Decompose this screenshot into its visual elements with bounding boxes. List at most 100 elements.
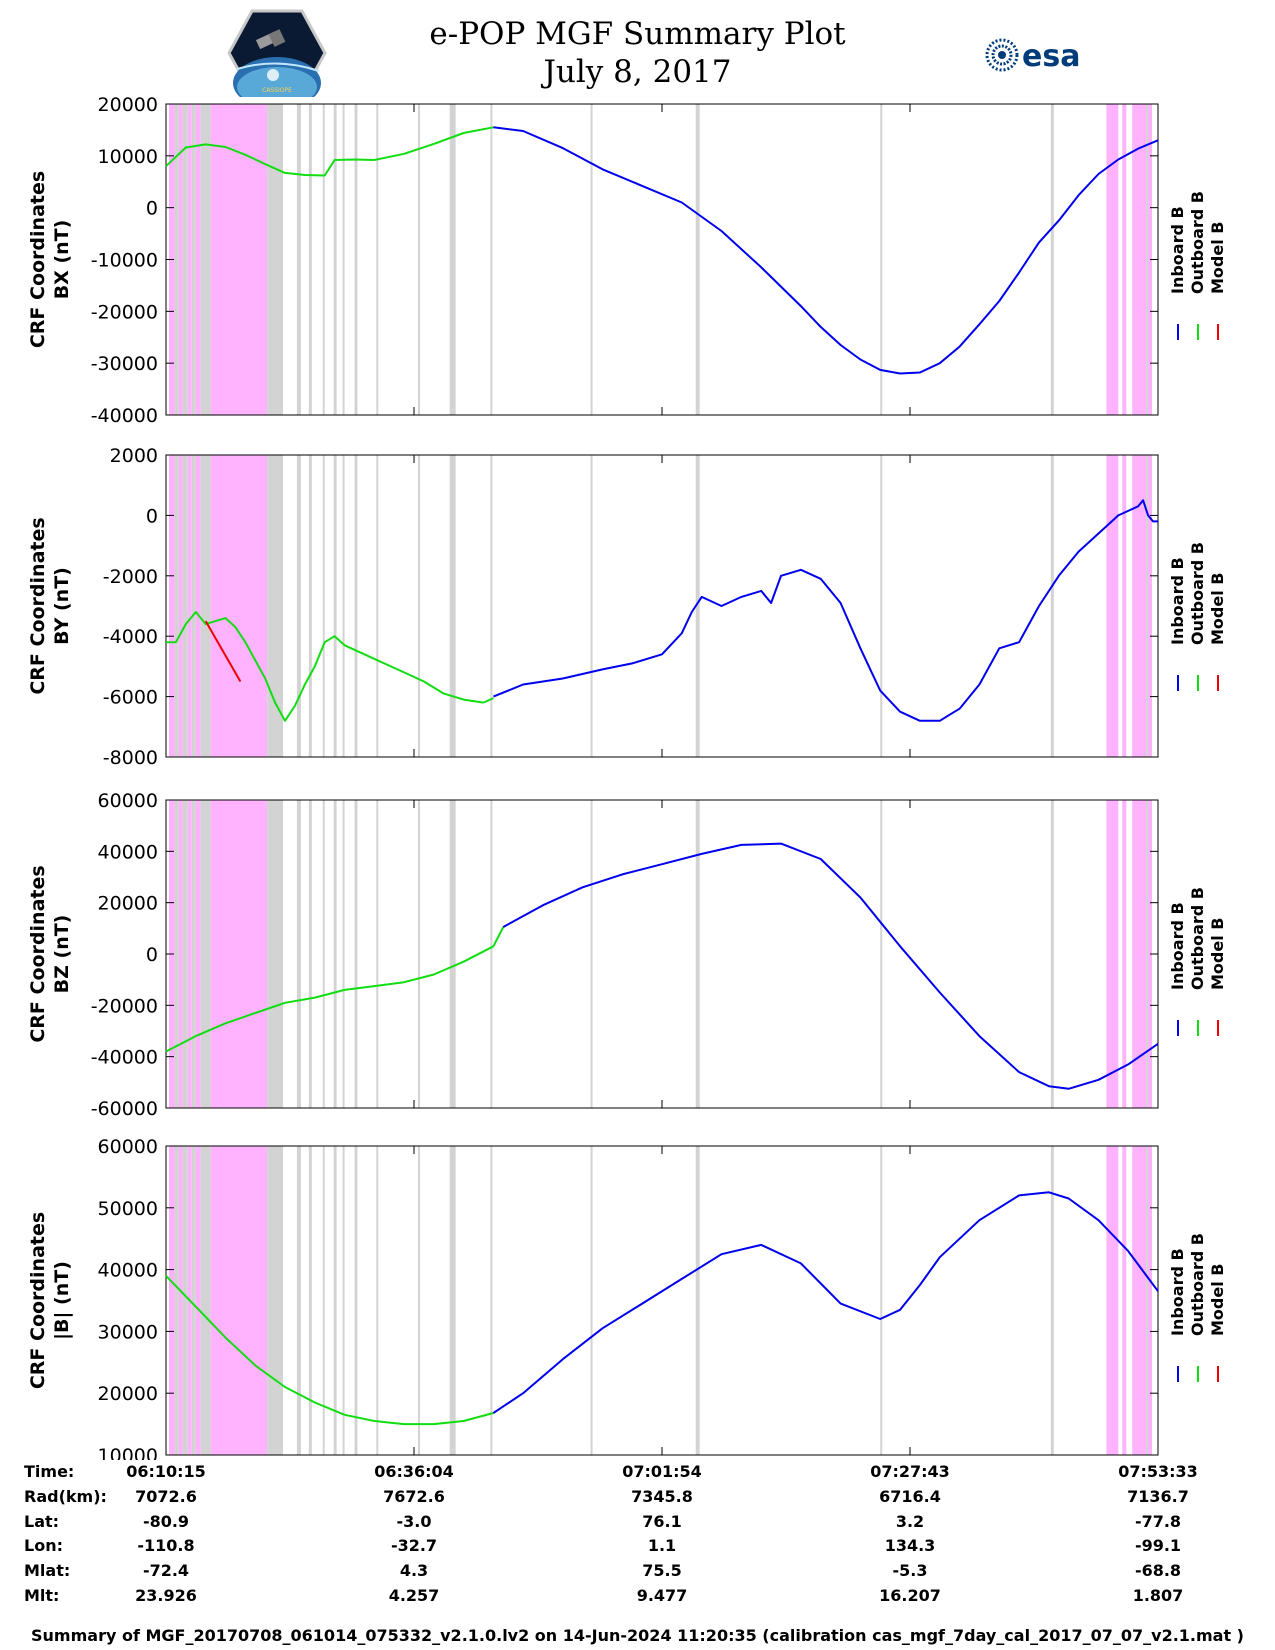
series-line-model-b — [204, 620, 242, 682]
info-row-label: Lon: — [24, 1536, 63, 1555]
magenta-band — [168, 455, 175, 757]
info-value: 9.477 — [636, 1586, 688, 1605]
series-line-outboard-b — [374, 126, 494, 161]
chart-panel-4: 60000 50000 40000 30000 20000 10000 CRF Coordi… — [27, 1136, 1227, 1460]
y-tick-label: 2000 — [110, 445, 158, 467]
esa-logo-text: esa — [1022, 39, 1080, 74]
gray-band — [182, 1146, 188, 1455]
gray-band — [449, 800, 456, 1108]
gray-band — [490, 1146, 493, 1455]
y-axis-label-line1: CRF Coordinates — [27, 517, 49, 694]
y-tick-label: 10000 — [98, 146, 158, 168]
gray-band — [1146, 455, 1149, 757]
plot-frame — [165, 1145, 1159, 1456]
gray-band — [1146, 104, 1149, 415]
y-tick-label: -10000 — [91, 250, 158, 272]
magenta-band — [1132, 104, 1147, 415]
y-tick-label: 20000 — [98, 893, 158, 915]
gray-band — [322, 1146, 325, 1455]
gray-band — [191, 104, 196, 415]
info-value: -3.0 — [396, 1512, 432, 1531]
gray-band — [1050, 455, 1054, 757]
y-tick-label: 40000 — [98, 841, 158, 863]
info-value: 7345.8 — [631, 1487, 693, 1506]
y-tick-label: -20000 — [91, 301, 158, 323]
info-value: 06:36:04 — [374, 1462, 454, 1481]
legend-label: Inboard B — [1168, 206, 1187, 294]
y-tick-label: 20000 — [98, 1383, 158, 1405]
gray-band — [174, 1146, 179, 1455]
info-value: 3.2 — [895, 1512, 925, 1531]
info-value: 07:27:43 — [870, 1462, 950, 1481]
magenta-band — [210, 800, 268, 1108]
series-line-outboard-b — [492, 926, 505, 947]
gray-band — [333, 800, 337, 1108]
gray-band — [191, 455, 196, 757]
info-value: -77.8 — [1134, 1512, 1182, 1531]
y-axis-label-line2: BX (nT) — [51, 220, 73, 300]
gray-band — [590, 1146, 593, 1455]
info-row-label: Rad(km): — [24, 1487, 107, 1506]
legend-label: Outboard B — [1188, 1233, 1207, 1336]
legend-label: Outboard B — [1188, 542, 1207, 645]
cassiope-logo: CASSIOPE — [227, 9, 327, 97]
plot-date: July 8, 2017 — [543, 54, 732, 90]
gray-band — [590, 800, 593, 1108]
gray-band — [695, 800, 700, 1108]
gray-band — [342, 800, 345, 1108]
series-line-inboard-b — [492, 1191, 1159, 1414]
magenta-band — [1122, 104, 1127, 415]
gray-band — [695, 1146, 700, 1455]
plot-title: e-POP MGF Summary Plot — [429, 16, 846, 52]
legend-label: Outboard B — [1188, 191, 1207, 294]
info-value: -110.8 — [137, 1536, 195, 1555]
info-value: 07:53:33 — [1118, 1462, 1198, 1481]
legend-label: Outboard B — [1188, 887, 1207, 990]
legend-label: Inboard B — [1168, 902, 1187, 990]
magenta-band — [1122, 800, 1127, 1108]
y-tick-label: 60000 — [98, 790, 158, 812]
legend-label: Model B — [1208, 918, 1227, 990]
magenta-band — [1122, 1146, 1127, 1455]
plot-frame — [165, 103, 1159, 416]
series-line-outboard-b — [165, 143, 375, 177]
magenta-band — [1132, 455, 1147, 757]
magenta-band — [210, 455, 268, 757]
gray-band — [296, 800, 301, 1108]
y-tick-label: 30000 — [98, 1321, 158, 1343]
y-tick-label: -30000 — [91, 353, 158, 375]
info-row-label: Time: — [24, 1462, 75, 1481]
gray-band — [342, 1146, 345, 1455]
magenta-band — [178, 455, 183, 757]
y-tick-label: -8000 — [103, 747, 158, 769]
info-value: 7072.6 — [135, 1487, 197, 1506]
info-value: 7672.6 — [383, 1487, 445, 1506]
legend-label: Inboard B — [1168, 1248, 1187, 1336]
gray-band — [376, 104, 379, 415]
gray-band — [1050, 1146, 1054, 1455]
header: e-POP MGF Summary Plot July 8, 2017 CASS… — [0, 0, 1275, 100]
magenta-band — [168, 1146, 175, 1455]
gray-band — [267, 104, 284, 415]
info-value: 1.807 — [1132, 1586, 1184, 1605]
magenta-band — [1106, 455, 1119, 757]
info-value: 134.3 — [884, 1536, 936, 1555]
gray-band — [267, 800, 284, 1108]
y-axis-label-line1: CRF Coordinates — [27, 1212, 49, 1389]
legend-label: Model B — [1208, 222, 1227, 294]
y-axis-label-line2: |B| (nT) — [51, 1261, 73, 1340]
gray-band — [590, 455, 593, 757]
esa-logo: esa — [985, 38, 1080, 74]
series-line-outboard-b — [165, 1275, 494, 1426]
gray-band — [174, 800, 179, 1108]
plot-frame — [165, 454, 1159, 758]
info-row-label: Lat: — [24, 1512, 60, 1531]
magenta-band — [210, 1146, 268, 1455]
gray-band — [322, 104, 325, 415]
info-value: 75.5 — [642, 1561, 682, 1580]
gray-band — [333, 455, 337, 757]
magenta-band — [178, 104, 183, 415]
info-value: 1.1 — [647, 1536, 677, 1555]
magenta-band — [1106, 800, 1119, 1108]
gray-band — [695, 455, 700, 757]
